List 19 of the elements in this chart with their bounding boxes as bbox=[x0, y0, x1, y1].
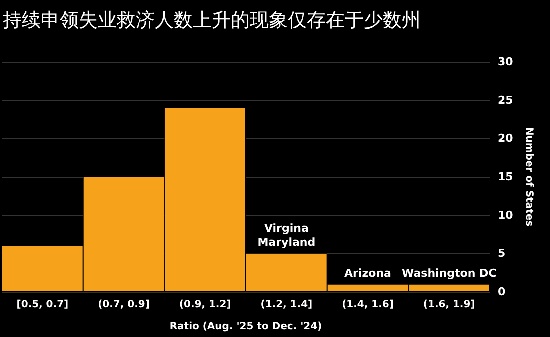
y-tick-label: 30 bbox=[498, 56, 514, 68]
y-tick-label: 20 bbox=[498, 132, 514, 146]
annotation: Washington DC bbox=[402, 266, 497, 280]
x-tick-label: [0.5, 0.7] bbox=[16, 300, 69, 310]
chart-title: 持续申领失业救济人数上升的现象仅存在于少数州 bbox=[3, 10, 421, 32]
annotation: Virgina Maryland bbox=[258, 222, 316, 250]
x-tick-label: (1.6, 1.9] bbox=[423, 300, 476, 310]
y-tick-label: 0 bbox=[498, 286, 506, 298]
y-tick-label: 5 bbox=[498, 247, 506, 260]
x-tick-label: (1.4, 1.6] bbox=[342, 300, 394, 310]
x-tick-label: (0.9, 1.2] bbox=[179, 300, 232, 310]
annotation: Arizona bbox=[344, 266, 392, 280]
y-axis-title: Number of States bbox=[524, 127, 535, 227]
x-tick-label: (1.2, 1.4] bbox=[260, 300, 313, 310]
y-tick-label: 15 bbox=[498, 170, 514, 184]
x-tick-label: (0.7, 0.9] bbox=[98, 300, 150, 310]
y-tick-label: 25 bbox=[498, 94, 514, 107]
y-tick-label: 10 bbox=[498, 208, 514, 222]
x-axis-title: Ratio (Aug. '25 to Dec. '24) bbox=[170, 322, 322, 332]
